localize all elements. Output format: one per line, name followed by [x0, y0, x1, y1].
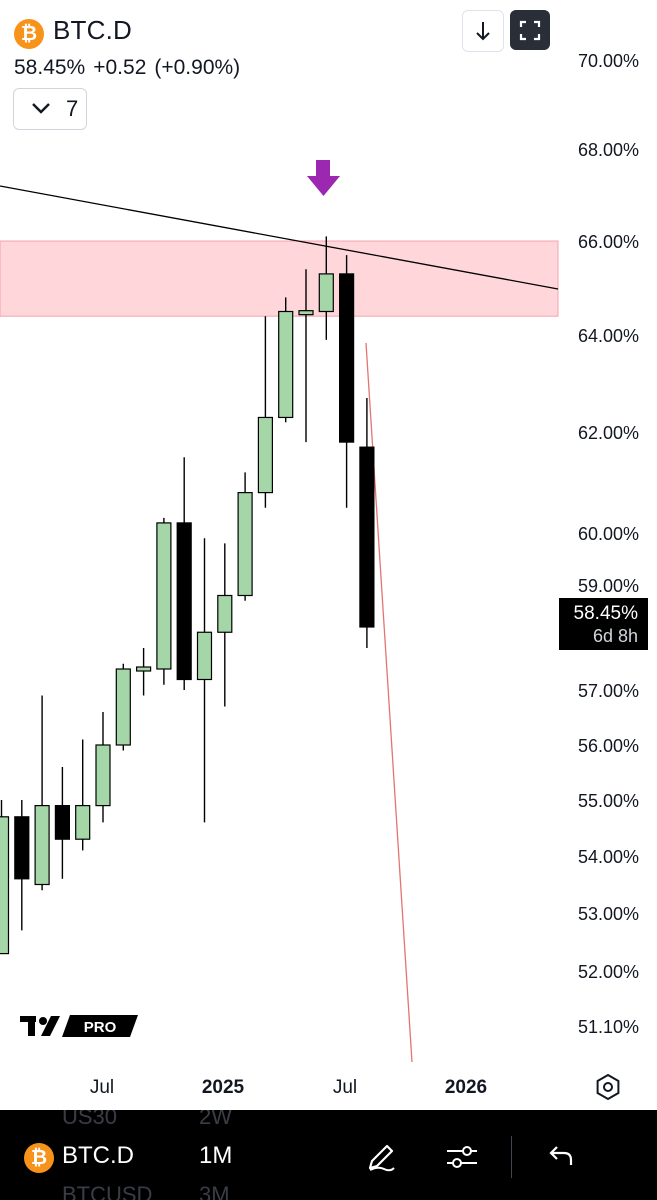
candle	[278, 297, 294, 423]
pencil-icon[interactable]	[362, 1138, 400, 1176]
bitcoin-icon: ₿	[24, 1143, 54, 1173]
candle-body	[298, 310, 314, 316]
ghost-symbol-below: BTCUSD	[62, 1182, 153, 1200]
price-tick-label: 66.00%	[578, 232, 639, 252]
price-tick-label: 60.00%	[578, 524, 639, 544]
candle-body	[75, 804, 91, 840]
time-axis[interactable]: Jul 2025 Jul 2026	[90, 1077, 487, 1098]
last-price-tag: 58.45% 6d 8h	[559, 598, 648, 650]
chart-settings-icon[interactable]	[594, 1073, 622, 1101]
candlestick-chart[interactable]: 70.00% 68.00% 66.00% 64.00% 62.00% 60.00% 59.0…	[0, 0, 657, 1110]
price-tick-label: 64.00%	[578, 326, 639, 346]
price-tick-label: 52.00%	[578, 962, 639, 982]
candle	[0, 800, 10, 955]
candle	[14, 800, 30, 931]
price-tag-value: 58.45%	[573, 603, 638, 624]
price-tick-label: 53.00%	[578, 904, 639, 924]
candle-body	[257, 416, 273, 494]
ghost-symbol-above: US30	[62, 1110, 118, 1129]
price-tick-label: 55.00%	[578, 791, 639, 811]
down-arrow-marker	[307, 160, 340, 196]
candle-series	[0, 236, 375, 955]
candle-body	[278, 310, 294, 419]
candle	[318, 236, 334, 340]
candle	[298, 269, 314, 443]
candle-body	[95, 744, 111, 807]
price-tick-label: 62.00%	[578, 423, 639, 443]
chevron-down-icon	[32, 103, 50, 114]
candle-body	[237, 492, 253, 597]
candle-body	[359, 446, 375, 628]
candle-body	[196, 631, 213, 681]
pro-badge: PRO	[84, 1019, 117, 1036]
candle-body	[136, 666, 152, 672]
bar-countdown: 6d 8h	[592, 626, 638, 646]
candle	[359, 398, 375, 648]
download-icon	[476, 22, 490, 41]
candle-body	[34, 804, 50, 886]
candle	[237, 472, 253, 601]
fullscreen-icon	[519, 20, 541, 41]
candle-body	[339, 273, 355, 443]
symbol-selector[interactable]: BTC.D	[62, 1142, 134, 1169]
quote-line: 58.45% +0.52 (+0.90%)	[14, 56, 248, 80]
price-tick-label: 56.00%	[578, 736, 639, 756]
candle	[136, 648, 152, 696]
last-price: 58.45%	[14, 56, 86, 79]
candle-body	[115, 668, 131, 746]
price-tick-label: 51.10%	[578, 1017, 639, 1037]
candle-body	[217, 594, 233, 633]
fullscreen-button[interactable]	[510, 10, 550, 50]
resistance-zone	[0, 240, 559, 317]
time-tick-label: 2026	[445, 1077, 487, 1098]
candle-body	[176, 522, 192, 681]
time-tick-label: 2025	[202, 1077, 245, 1098]
candle-body	[156, 522, 172, 670]
candle	[54, 767, 71, 879]
price-axis[interactable]: 70.00% 68.00% 66.00% 64.00% 62.00% 60.00% 59.0…	[578, 51, 639, 1037]
candle	[156, 517, 172, 685]
tradingview-logo: PRO	[20, 1015, 138, 1037]
candle	[196, 538, 213, 823]
symbol-title[interactable]: BTC.D	[53, 15, 132, 45]
price-tick-label: 54.00%	[578, 847, 639, 867]
bottom-toolbar: US30 2W BTCUSD 3M ₿ BTC.D 1M	[0, 1110, 657, 1200]
price-tick-label: 59.00%	[578, 576, 639, 596]
candle-body	[0, 816, 10, 955]
download-button[interactable]	[462, 10, 504, 52]
descending-trendline[interactable]	[0, 185, 559, 290]
candle	[95, 712, 111, 823]
undo-icon[interactable]	[544, 1138, 578, 1172]
candle-body	[54, 804, 71, 840]
candle	[75, 739, 91, 851]
toolbar-separator	[511, 1136, 512, 1178]
price-tick-label: 57.00%	[578, 681, 639, 701]
candle	[257, 316, 273, 508]
time-tick-label: Jul	[90, 1077, 114, 1098]
interval-selector[interactable]: 1M	[199, 1142, 233, 1169]
candle	[115, 663, 131, 751]
indicators-toggle-button[interactable]: 7	[13, 88, 87, 130]
candle	[176, 457, 192, 690]
change-abs: +0.52	[93, 56, 147, 79]
change-pct: (+0.90%)	[154, 56, 241, 79]
ghost-interval-below: 3M	[199, 1182, 230, 1200]
candle-body	[14, 816, 30, 880]
bitcoin-icon: ₿	[14, 19, 44, 49]
candle	[34, 695, 50, 891]
candle-body	[318, 273, 334, 313]
time-tick-label: Jul	[333, 1077, 357, 1098]
candle	[339, 255, 355, 508]
ghost-interval-above: 2W	[199, 1110, 232, 1129]
price-tick-label: 68.00%	[578, 140, 639, 160]
candle	[217, 543, 233, 707]
indicator-count: 7	[66, 96, 79, 121]
sliders-icon[interactable]	[443, 1138, 481, 1176]
price-tick-label: 70.00%	[578, 51, 639, 71]
